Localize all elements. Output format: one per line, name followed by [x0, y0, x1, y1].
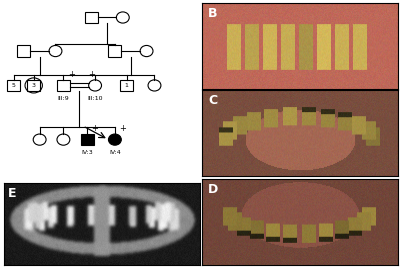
- Text: A: A: [4, 0, 14, 2]
- Text: IV:3: IV:3: [81, 150, 93, 155]
- Circle shape: [148, 80, 161, 91]
- Text: +: +: [119, 124, 126, 133]
- Text: +: +: [92, 124, 98, 133]
- Text: D: D: [208, 183, 218, 196]
- Text: 1: 1: [125, 83, 129, 88]
- Circle shape: [116, 12, 129, 23]
- Text: B: B: [208, 7, 217, 20]
- Circle shape: [33, 134, 46, 145]
- Text: E: E: [8, 187, 16, 200]
- Text: 3: 3: [32, 83, 36, 88]
- Text: IV:4: IV:4: [109, 150, 121, 155]
- FancyBboxPatch shape: [17, 45, 30, 57]
- FancyBboxPatch shape: [8, 80, 20, 91]
- Circle shape: [108, 134, 121, 145]
- Circle shape: [57, 134, 70, 145]
- FancyBboxPatch shape: [120, 80, 133, 91]
- Circle shape: [140, 45, 153, 57]
- Text: +: +: [88, 70, 94, 79]
- Text: C: C: [208, 94, 217, 107]
- FancyBboxPatch shape: [108, 45, 121, 57]
- FancyBboxPatch shape: [81, 134, 94, 145]
- FancyBboxPatch shape: [27, 80, 40, 91]
- Text: III:10: III:10: [87, 96, 103, 101]
- Text: 5: 5: [12, 83, 16, 88]
- Text: III:9: III:9: [58, 96, 69, 101]
- Circle shape: [89, 80, 102, 91]
- FancyBboxPatch shape: [85, 12, 98, 23]
- Text: +: +: [68, 70, 75, 79]
- FancyBboxPatch shape: [57, 80, 70, 91]
- Circle shape: [49, 45, 62, 57]
